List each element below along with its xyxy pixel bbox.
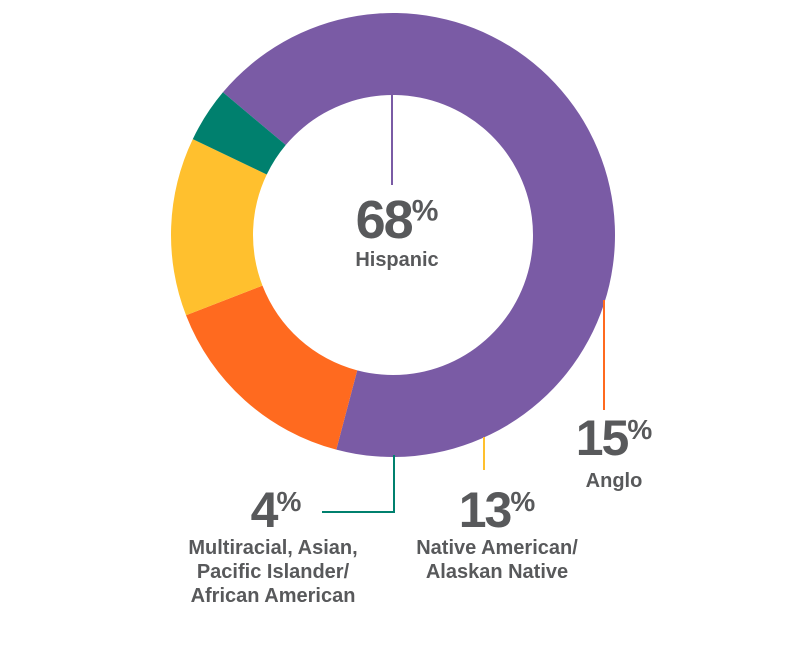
- slice-anglo: [186, 285, 358, 450]
- leader-lines: [322, 95, 605, 513]
- data-labels: 68%Hispanic 15% Anglo 13%Native American/Al…: [188, 190, 652, 607]
- data-label-value: 13%: [459, 482, 536, 538]
- data-label-value: 68%: [356, 190, 439, 250]
- leader-line: [322, 455, 395, 513]
- data-label-category: Multiracial, Asian,: [188, 537, 357, 559]
- data-label-category: Native American/: [416, 537, 578, 559]
- data-label-category: African American: [191, 585, 356, 607]
- slice-hispanic: [222, 13, 615, 458]
- data-label-category: Hispanic: [355, 249, 438, 271]
- slice-multiracial-asian-pacific-islander-african-american: [192, 92, 286, 175]
- donut-slices: [171, 13, 615, 458]
- data-label-category: Alaskan Native: [426, 561, 568, 583]
- data-label-category: Pacific Islander/: [197, 561, 350, 583]
- data-label-value: 4%: [251, 482, 302, 538]
- data-label-category: Anglo: [586, 470, 643, 492]
- data-label-value: 15%: [576, 410, 653, 466]
- slice-native-american-alaskan-native: [171, 139, 267, 316]
